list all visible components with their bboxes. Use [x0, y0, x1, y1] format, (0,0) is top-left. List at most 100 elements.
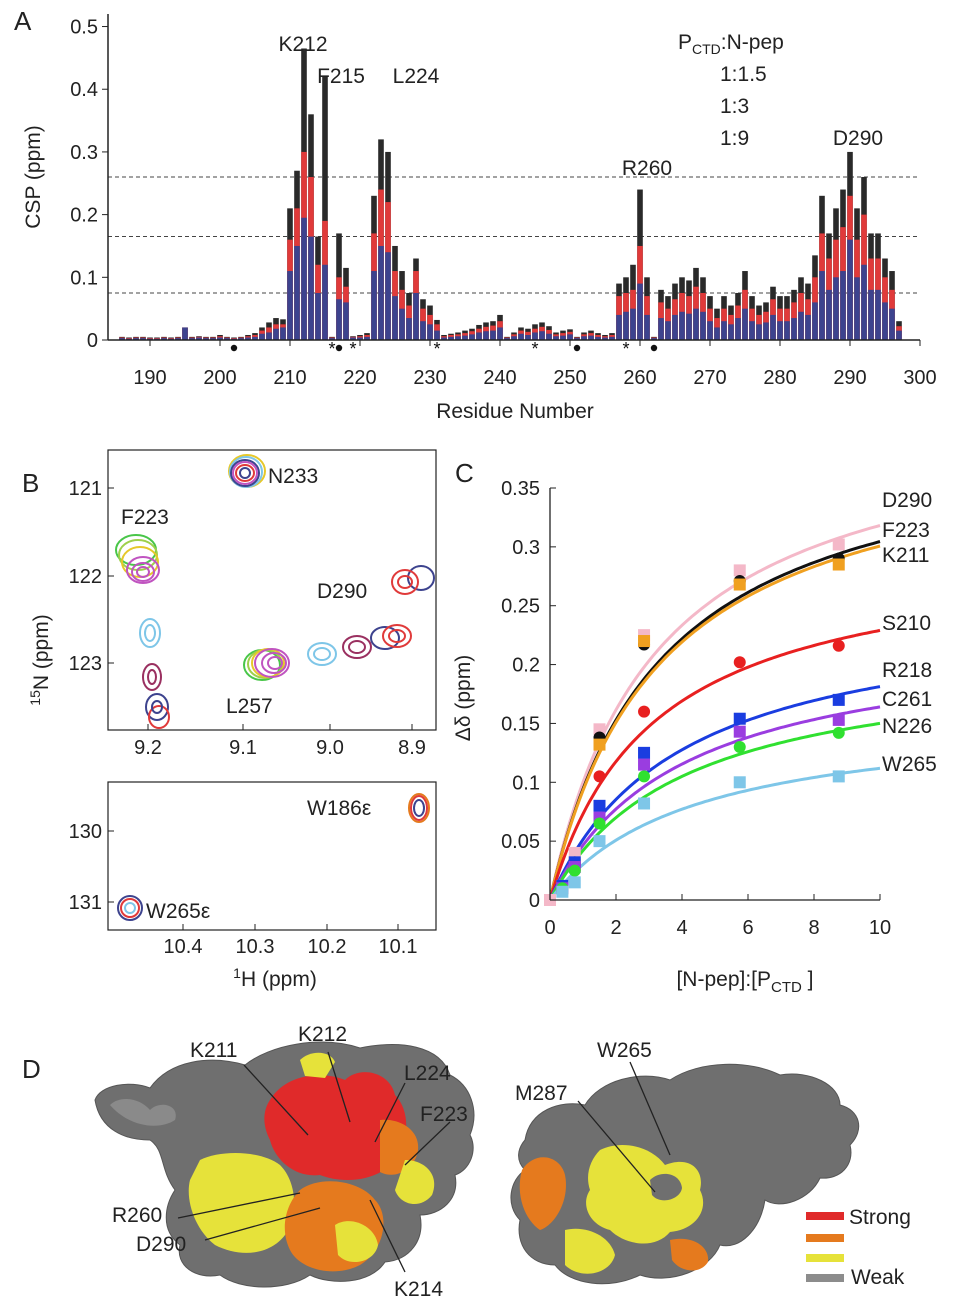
- csp-bar: [308, 236, 314, 340]
- panel-a-letter: A: [14, 6, 32, 36]
- c-y-tick-label: 0.2: [512, 655, 540, 677]
- proline-star: *: [433, 339, 440, 359]
- peak-label-l257: L257: [226, 695, 273, 718]
- csp-bar: [301, 217, 307, 340]
- csp-bar: [882, 302, 888, 340]
- csp-bar: [756, 324, 762, 340]
- panel-b-letter: B: [22, 468, 39, 498]
- csp-bar: [728, 324, 734, 340]
- csp-bar: [140, 338, 146, 340]
- x-ticks: 190 200 210 220 230 240 250 260 270 280 290 300: [133, 340, 937, 389]
- label-w265: W265: [597, 1039, 652, 1062]
- x-tick-label: 210: [273, 367, 306, 389]
- x-tick-label: 280: [763, 367, 796, 389]
- csp-bar: [616, 314, 622, 340]
- spectrum-top-yticks: 121 122 123: [69, 478, 114, 675]
- csp-bar: [805, 314, 811, 340]
- y-ticks: 0 0.1 0.2 0.3 0.4 0.5: [70, 17, 108, 352]
- y-axis-label: CSP (ppm): [22, 125, 45, 228]
- c-x-tick-label: 0: [544, 917, 555, 939]
- csp-bar: [434, 330, 440, 340]
- svg-text:9.2: 9.2: [134, 737, 162, 759]
- data-point: [593, 770, 606, 783]
- csp-bar: [448, 336, 454, 340]
- series-label: W265: [882, 753, 937, 776]
- csp-bar: [329, 338, 335, 340]
- y-tick-label: 0.3: [70, 142, 98, 164]
- proline-star: *: [531, 339, 538, 359]
- surface-right: [510, 1063, 860, 1285]
- data-point: [832, 693, 845, 706]
- peak-label-f223: F223: [121, 506, 169, 529]
- csp-bar: [427, 324, 433, 340]
- csp-bar: [490, 330, 496, 340]
- csp-bar: [686, 313, 692, 340]
- panel-d-letter: D: [22, 1054, 41, 1084]
- csp-bar: [343, 302, 349, 340]
- csp-bar: [364, 336, 370, 340]
- csp-bar: [420, 321, 426, 340]
- spectrum-y-label: 15N (ppm): [27, 614, 53, 705]
- csp-bar: [819, 271, 825, 340]
- data-point: [638, 705, 651, 718]
- series-label: S210: [882, 612, 931, 635]
- csp-bar: [182, 327, 188, 340]
- csp-bar: [630, 308, 636, 340]
- csp-bar: [658, 318, 664, 340]
- csp-bar: [609, 336, 615, 340]
- proline-star: *: [328, 339, 335, 359]
- peak-label-d290: D290: [317, 580, 367, 603]
- series-label: N226: [882, 715, 932, 738]
- legend-title: PCTD:N-pep: [678, 31, 784, 57]
- csp-bar: [238, 338, 244, 340]
- csp-bar: [350, 337, 356, 340]
- csp-bar: [721, 321, 727, 340]
- csp-bar: [518, 333, 524, 340]
- csp-bar: [588, 335, 594, 340]
- data-point: [733, 740, 746, 753]
- csp-bar: [406, 318, 412, 340]
- data-point: [593, 817, 606, 830]
- svg-text:10.2: 10.2: [308, 936, 347, 958]
- titration-points: [544, 538, 845, 906]
- label-k212: K212: [298, 1023, 347, 1046]
- contours-d290: [391, 565, 435, 595]
- csp-bar: [798, 311, 804, 340]
- spectrum-x-label: 1H (ppm): [233, 965, 317, 991]
- data-point: [832, 726, 845, 739]
- csp-bar: [119, 338, 125, 340]
- csp-bar: [896, 330, 902, 340]
- csp-bar: [511, 336, 517, 340]
- svg-text:10.1: 10.1: [379, 936, 418, 958]
- csp-bar: [217, 337, 223, 340]
- csp-bar: [413, 292, 419, 340]
- csp-bar: [266, 332, 272, 340]
- residue-markers: * * * * *: [230, 339, 658, 359]
- csp-bar: [602, 337, 608, 340]
- csp-bar: [574, 338, 580, 340]
- csp-bar: [581, 336, 587, 340]
- csp-bar: [161, 338, 167, 340]
- c-y-tick-label: 0.25: [501, 596, 540, 618]
- data-point: [832, 770, 845, 783]
- csp-bar: [357, 337, 363, 340]
- legend-ratio-1: 1:1.5: [720, 63, 767, 86]
- c-x-tick-label: 6: [742, 917, 753, 939]
- leader-lines: [177, 1051, 671, 1273]
- csp-bar: [532, 332, 538, 340]
- data-point: [568, 864, 581, 877]
- c-y-tick-label: 0: [529, 890, 540, 912]
- svg-text:9.1: 9.1: [229, 737, 257, 759]
- csp-bar: [371, 271, 377, 340]
- svg-text:131: 131: [69, 892, 102, 914]
- unassigned-dot: [335, 344, 343, 352]
- csp-bar: [252, 336, 258, 340]
- legend-swatch-yellow: [806, 1254, 844, 1262]
- data-point: [733, 712, 746, 725]
- surface-legend: Strong Weak: [806, 1206, 911, 1289]
- y-tick-label: 0.4: [70, 79, 98, 101]
- data-point: [733, 656, 746, 669]
- csp-bar: [455, 336, 461, 340]
- unassigned-dot: [573, 344, 581, 352]
